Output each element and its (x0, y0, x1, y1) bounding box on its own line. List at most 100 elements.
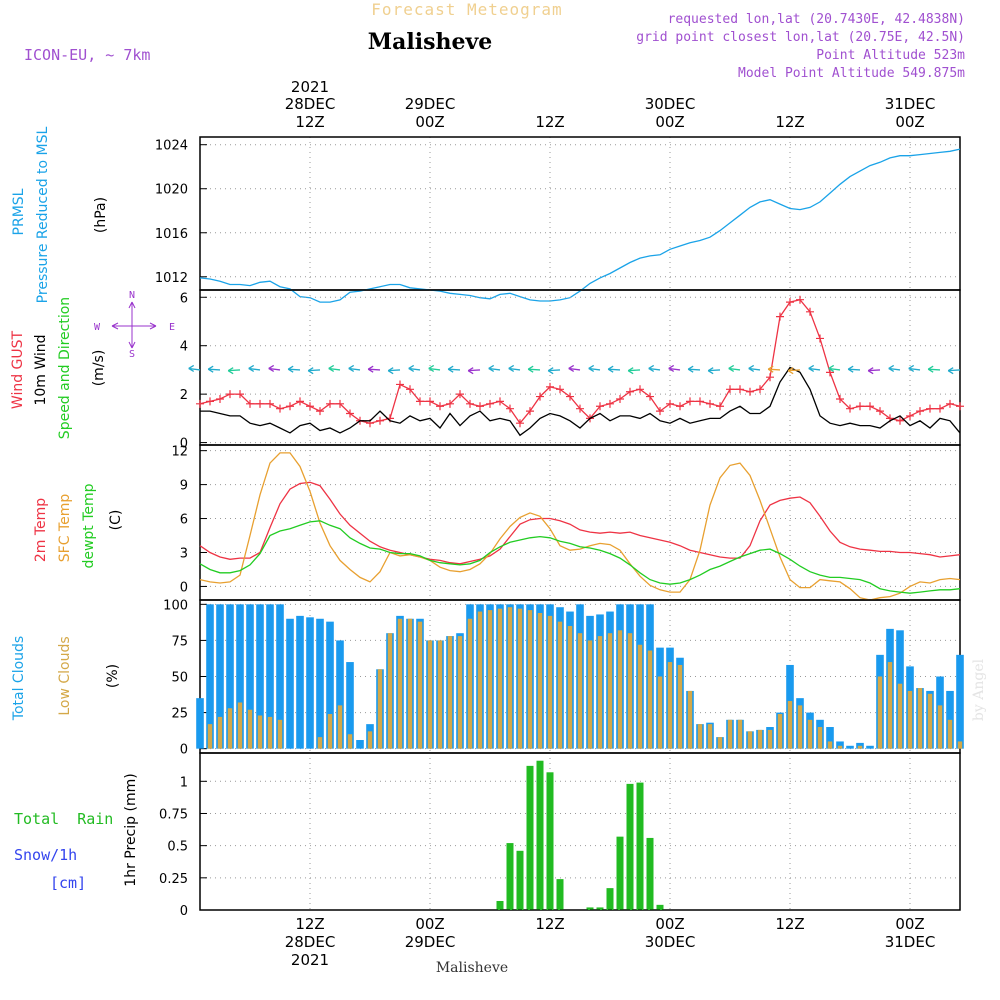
data-point (786, 298, 794, 307)
data-point (596, 402, 604, 411)
precip-bar (646, 837, 654, 910)
cloud-bar-total (326, 621, 334, 749)
y-tick-label: 1016 (155, 227, 188, 242)
top-hour-label: 00Z (415, 113, 444, 131)
wind-arrow (648, 367, 661, 371)
data-point (946, 399, 954, 408)
cloud-label-total: Total Clouds (11, 636, 27, 721)
bottom-hour-label: 00Z (655, 915, 684, 933)
precip-label-cm: [cm] (50, 874, 86, 892)
data-point (576, 404, 584, 413)
data-point (446, 399, 454, 408)
y-tick-label: 9 (180, 479, 188, 494)
y-tick-label: 6 (180, 291, 188, 306)
wind-arrow (368, 368, 381, 371)
cloud-bar-low (387, 633, 393, 749)
panel-frame (199, 444, 961, 601)
wind-arrow (428, 367, 441, 371)
data-point (706, 399, 714, 408)
data-point (496, 397, 504, 406)
bottom-hour-label: 00Z (895, 915, 924, 933)
precip-label-snow: Snow/1h (14, 846, 77, 864)
wind-arrowhead (547, 367, 554, 375)
data-point (626, 387, 634, 396)
cloud-bar-low (767, 729, 773, 749)
wind-arrow (448, 368, 461, 371)
data-point (776, 312, 784, 321)
bottom-hour-label: 12Z (775, 915, 804, 933)
data-point (756, 385, 764, 394)
bottom-date-label: 28DEC (285, 933, 336, 951)
cloud-bar-total (846, 745, 854, 749)
wind-arrow (388, 369, 401, 372)
cloud-bar-total (836, 741, 844, 749)
series-line (199, 481, 961, 565)
data-point (486, 399, 494, 408)
data-point (926, 404, 934, 413)
wind-arrowhead (908, 364, 915, 373)
data-point (316, 407, 324, 416)
cloud-bar-low (637, 644, 643, 749)
cloud-bar-total (826, 727, 834, 749)
cloud-bar-low (397, 618, 403, 749)
wind-label-10m: 10m Wind (33, 334, 49, 405)
data-point (556, 385, 564, 394)
wind-arrow (348, 367, 361, 371)
wind-arrow (928, 368, 941, 371)
wind-arrow (788, 369, 801, 372)
temp-labels: 2m Temp SFC Temp dewpt Temp (C) (33, 483, 124, 568)
wind-arrowhead (588, 364, 595, 373)
cloud-bar-total (196, 698, 204, 749)
y-tick-label: 0 (180, 437, 188, 452)
cloud-bar-total (246, 604, 254, 749)
cloud-bar-low (567, 625, 573, 749)
wind-arrowhead (367, 365, 374, 373)
data-point (686, 397, 694, 406)
data-point (206, 397, 214, 406)
wind-arrowhead (707, 367, 714, 375)
series-line (199, 520, 961, 594)
top-hour-label: 12Z (535, 113, 564, 131)
bottom-hour-label: 12Z (295, 915, 324, 933)
cloud-bar-low (927, 693, 933, 749)
cloud-bar-low (737, 719, 743, 749)
cloud-bar-low (537, 612, 543, 749)
panel-frame (199, 136, 961, 291)
y-tick-label: 1012 (155, 271, 188, 286)
data-point (276, 404, 284, 413)
data-point (326, 399, 334, 408)
cloud-bar-low (487, 610, 493, 749)
cloud-bar-total (306, 617, 314, 749)
cloud-bar-total (956, 654, 964, 749)
data-point (346, 409, 354, 418)
top-date-label: 28DEC (285, 95, 336, 113)
cloud-bar-low (557, 621, 563, 749)
cloud-bar-low (447, 636, 453, 749)
data-point (656, 407, 664, 416)
series-line (199, 452, 961, 601)
wind-arrow (548, 369, 561, 372)
data-point (646, 392, 654, 401)
wind-arrowhead (387, 367, 394, 375)
data-point (286, 402, 294, 411)
cloud-bar-low (407, 618, 413, 749)
cloud-bar-low (377, 669, 383, 749)
cloud-bar-low (437, 640, 443, 749)
wind-arrow (288, 368, 301, 371)
wind-arrow (868, 369, 881, 372)
footer-location: Malisheve (436, 960, 508, 976)
grid-point-coords: grid point closest lon,lat (20.75E, 42.5… (636, 30, 965, 45)
wind-arrowhead (287, 365, 294, 373)
cloud-bar-low (807, 719, 813, 749)
data-point (196, 399, 204, 408)
wind-arrow (888, 367, 901, 371)
precip-bar (626, 783, 634, 910)
wind-arrow (768, 368, 781, 371)
cloud-bar-low (277, 719, 283, 749)
data-point (236, 390, 244, 399)
data-point (676, 402, 684, 411)
data-point (666, 399, 674, 408)
data-point (696, 397, 704, 406)
cloud-bar-low (887, 662, 893, 749)
